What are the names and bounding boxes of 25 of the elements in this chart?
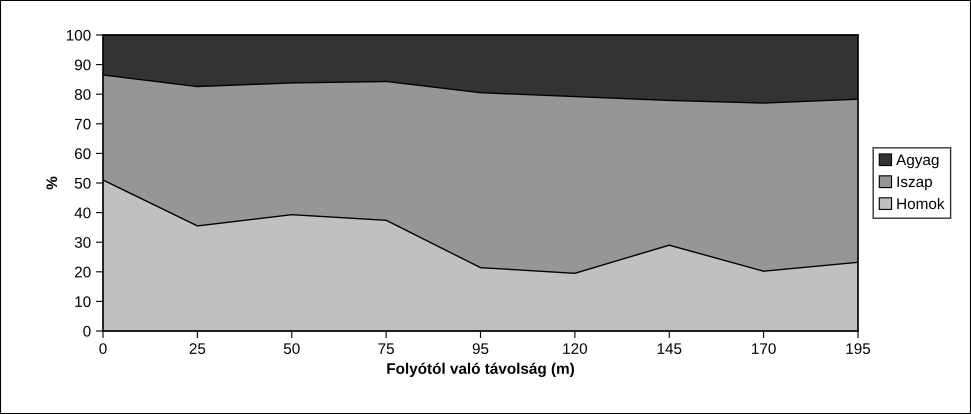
x-tick-label: 25 (190, 343, 206, 354)
y-tick-label: 50 (74, 178, 91, 189)
y-axis-title: % (46, 176, 58, 190)
x-axis-title: Folyótól való távolság (m) (387, 362, 574, 378)
y-tick-label: 70 (74, 118, 91, 130)
y-tick-label: 10 (75, 296, 91, 308)
x-tick-label: 50 (284, 343, 300, 354)
y-tick-label: 30 (74, 237, 91, 248)
y-tick-label: 90 (74, 59, 91, 70)
x-tick-label: 95 (472, 343, 488, 354)
legend-label: Iszap (898, 176, 932, 190)
y-tick-label: 0 (83, 326, 91, 337)
x-tick-label: 75 (378, 343, 394, 354)
x-tick-label: 170 (752, 343, 776, 354)
y-tick-label: 20 (74, 266, 91, 278)
y-tick-label: 100 (66, 30, 91, 41)
x-tick-label: 0 (99, 343, 107, 354)
y-tick-label: 40 (74, 207, 91, 218)
legend-label: Homok (897, 198, 945, 210)
y-tick-label: 60 (74, 148, 91, 160)
x-tick-label: 145 (658, 343, 682, 354)
y-tick-label: 80 (74, 89, 91, 100)
x-tick-label: 195 (846, 343, 870, 354)
legend-label: Agyag (896, 154, 938, 168)
x-tick-label: 120 (563, 343, 588, 354)
